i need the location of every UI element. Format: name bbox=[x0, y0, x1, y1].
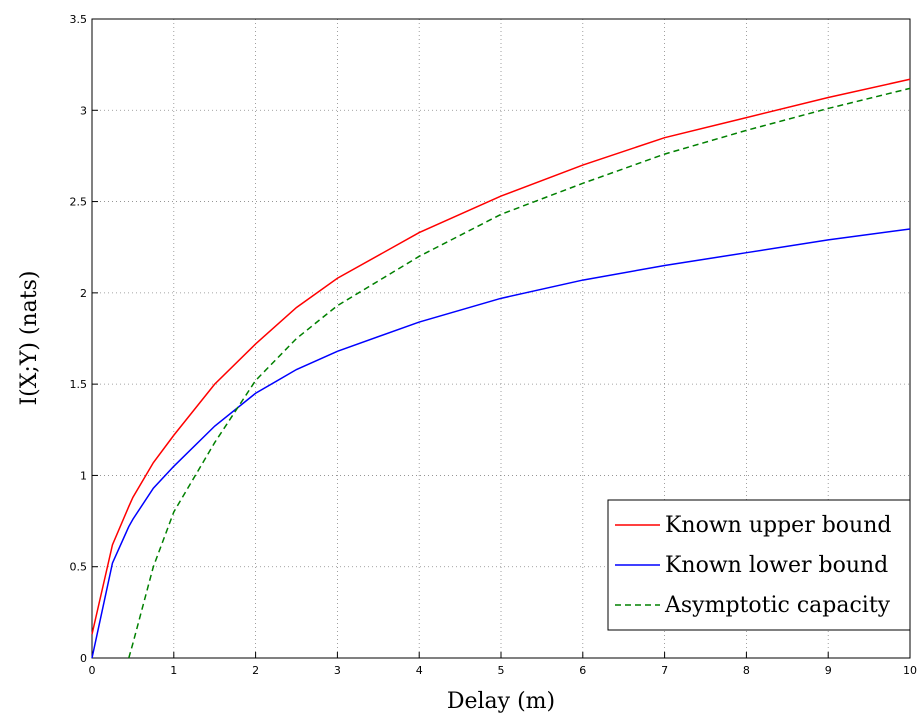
y-tick-label: 2.5 bbox=[70, 196, 88, 209]
x-tick-label: 5 bbox=[498, 664, 505, 677]
x-tick-label: 7 bbox=[661, 664, 668, 677]
x-tick-label: 6 bbox=[579, 664, 586, 677]
y-tick-label: 3.5 bbox=[70, 13, 88, 26]
y-tick-label: 0 bbox=[80, 652, 87, 665]
x-tick-label: 8 bbox=[743, 664, 750, 677]
chart: Delay (m) I(X;Y) (nats) 0 0.5 1 1.5 2 2.5 3 3.5… bbox=[0, 0, 922, 723]
x-tick-label: 0 bbox=[89, 664, 96, 677]
y-tick-label: 3 bbox=[80, 104, 87, 117]
x-tick-label: 4 bbox=[416, 664, 423, 677]
x-tick-label: 3 bbox=[334, 664, 341, 677]
y-tick-label: 1.5 bbox=[70, 378, 88, 391]
x-axis-label: Delay (m) bbox=[447, 689, 555, 714]
x-tick-label: 2 bbox=[252, 664, 259, 677]
legend-label: Known lower bound bbox=[665, 553, 888, 578]
x-tick-label: 9 bbox=[825, 664, 832, 677]
legend-label: Asymptotic capacity bbox=[664, 593, 891, 618]
legend: Known upper bound Known lower bound Asympt… bbox=[608, 500, 910, 630]
legend-label: Known upper bound bbox=[665, 513, 891, 538]
y-tick-label: 0.5 bbox=[70, 561, 88, 574]
x-tick-label: 1 bbox=[170, 664, 177, 677]
y-tick-label: 2 bbox=[80, 287, 87, 300]
y-axis-label: I(X;Y) (nats) bbox=[17, 270, 42, 405]
y-tick-label: 1 bbox=[80, 469, 87, 482]
x-tick-label: 10 bbox=[903, 664, 917, 677]
